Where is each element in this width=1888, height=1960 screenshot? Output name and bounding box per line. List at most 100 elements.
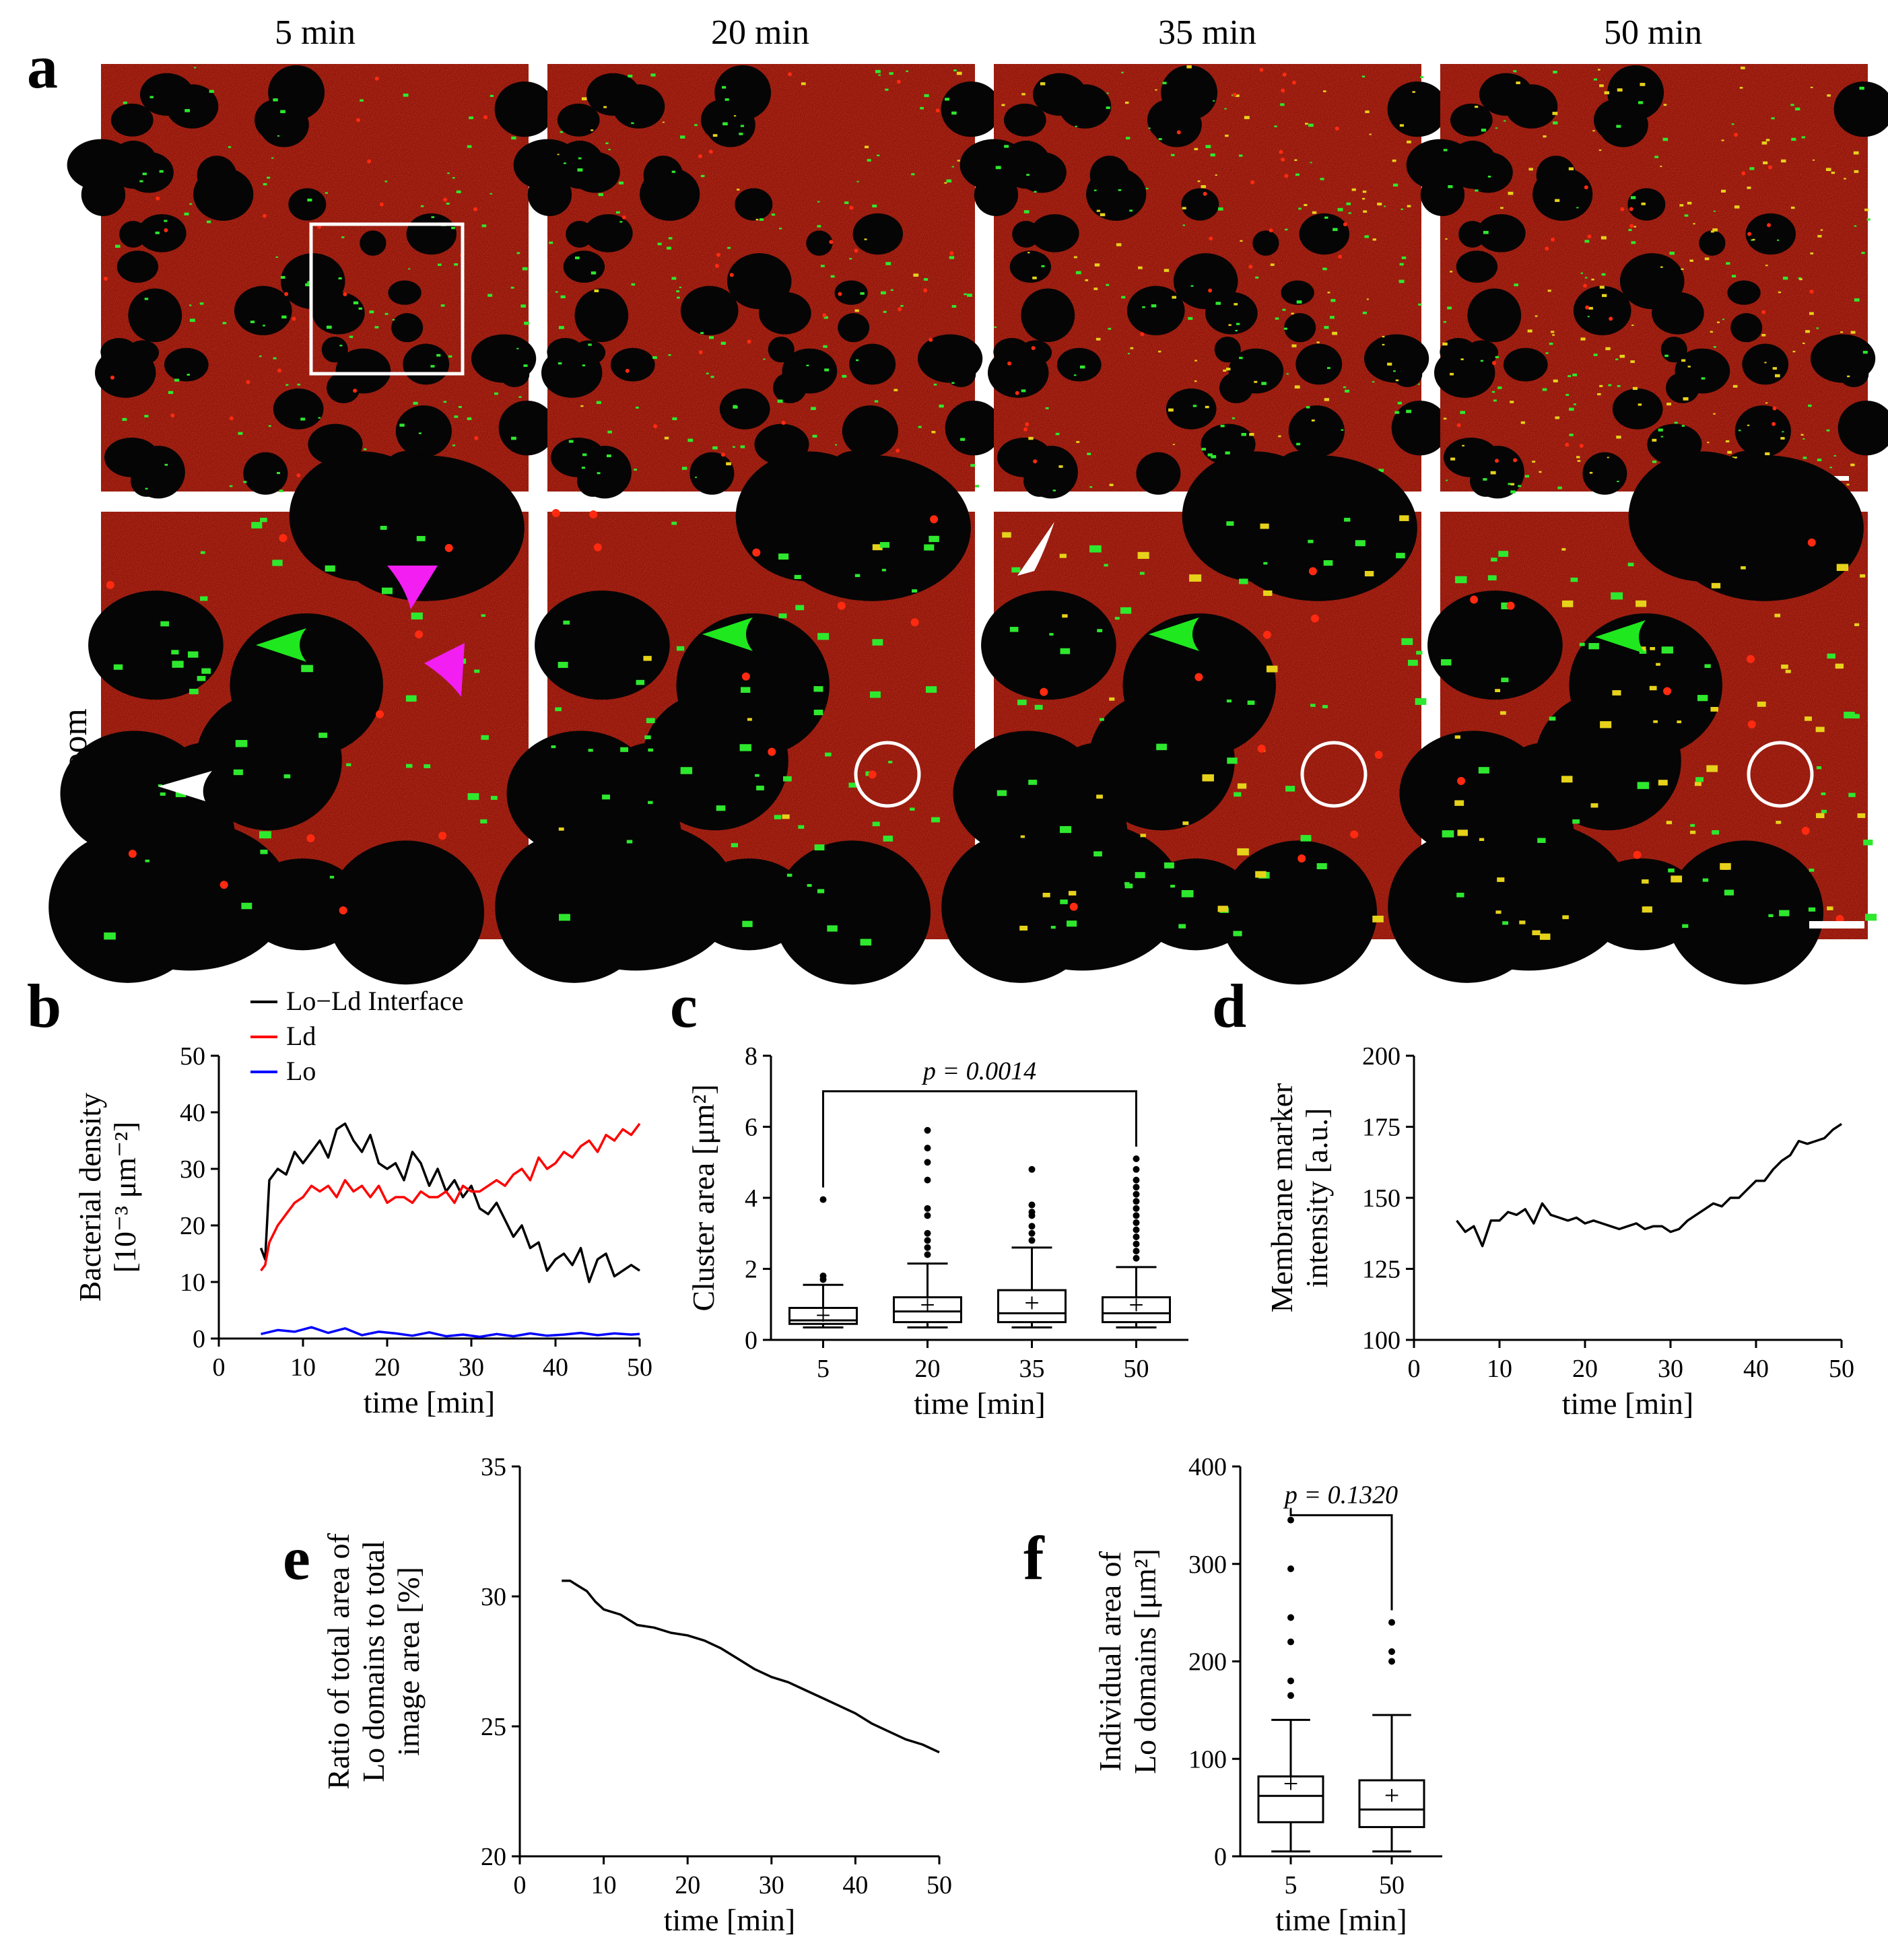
- bacterium: [681, 467, 687, 470]
- bacterium: [726, 462, 731, 466]
- bacterium: [733, 115, 737, 117]
- bacterium: [700, 332, 704, 335]
- bacterium: [1604, 91, 1610, 95]
- bacterium: [1073, 374, 1077, 376]
- marker-spot: [1291, 80, 1296, 85]
- bacterium: [1539, 471, 1542, 473]
- bacterium: [1079, 365, 1085, 369]
- bacterium: [1274, 125, 1277, 127]
- outlier-point: [1133, 1234, 1140, 1241]
- x-tick-label: 20: [374, 1353, 400, 1382]
- bacterium: [733, 446, 735, 448]
- x-tick-label: 5: [817, 1355, 830, 1383]
- bacterium: [881, 291, 886, 295]
- marker-spot: [229, 416, 234, 421]
- bacterium: [1561, 776, 1573, 783]
- bacterium: [720, 341, 726, 345]
- bacterium: [193, 67, 197, 69]
- outlier-point: [1287, 1677, 1294, 1685]
- bacterium: [1255, 276, 1259, 279]
- bacterium: [1416, 650, 1423, 655]
- x-tick-label: 10: [290, 1353, 316, 1382]
- bacterium: [1186, 65, 1192, 69]
- bacterium: [1028, 436, 1034, 440]
- bacterium: [1782, 431, 1784, 433]
- bacterium: [1104, 564, 1108, 567]
- bacterium: [1549, 716, 1556, 721]
- bacterium: [1800, 434, 1804, 436]
- bacterium: [1032, 276, 1037, 279]
- bacterium: [1227, 757, 1238, 764]
- bacterium: [1240, 240, 1243, 242]
- marker-spot: [1565, 442, 1570, 447]
- lo-domain: [1440, 338, 1477, 366]
- bacterium: [1382, 343, 1385, 346]
- marker-spot: [279, 534, 288, 543]
- bacterium: [676, 290, 680, 293]
- lo-domain: [1126, 285, 1185, 335]
- bacterium: [1125, 137, 1131, 140]
- bacterium: [1457, 830, 1468, 836]
- outlier-point: [1388, 1658, 1395, 1665]
- bacterium: [856, 359, 859, 362]
- bacterium: [229, 485, 233, 487]
- x-axis-label: time [min]: [914, 1386, 1045, 1421]
- marker-spot: [353, 388, 358, 393]
- bacterium: [657, 242, 662, 246]
- bacterium: [1761, 141, 1767, 145]
- bacterium: [524, 321, 529, 325]
- bacterium: [1765, 452, 1770, 456]
- y-tick-label: 300: [1188, 1551, 1227, 1579]
- bacterium: [1237, 783, 1247, 789]
- bacterium: [1304, 204, 1308, 207]
- marker-spot: [1629, 207, 1633, 211]
- bacterium: [281, 315, 287, 318]
- micrograph: [1406, 64, 1888, 499]
- bacterium: [1158, 350, 1161, 353]
- bacterium: [1831, 172, 1835, 174]
- bacterium: [806, 364, 809, 366]
- bacterium: [1323, 560, 1333, 566]
- bacterium: [860, 939, 872, 946]
- bacterium: [794, 574, 801, 580]
- marker-spot: [838, 292, 842, 296]
- bacterium: [563, 620, 570, 625]
- bacterium: [1721, 139, 1724, 141]
- bacterium: [1551, 331, 1555, 333]
- bacterium: [438, 263, 442, 266]
- y-tick-label: 400: [1188, 1453, 1227, 1481]
- bacterium: [1233, 931, 1242, 937]
- marker-spot: [443, 197, 448, 202]
- bacterium: [944, 182, 947, 184]
- bacterium: [605, 142, 609, 145]
- lo-domain: [391, 313, 424, 343]
- bacterium: [1854, 170, 1859, 173]
- bacterium: [164, 463, 168, 466]
- lo-domain: [1838, 400, 1888, 456]
- bacterium: [945, 98, 950, 101]
- bacterium: [454, 415, 459, 418]
- bacterium: [970, 464, 976, 467]
- series-line: [259, 1122, 640, 1283]
- bacterium: [363, 448, 367, 450]
- bacterium: [1109, 697, 1115, 701]
- bacterium: [1584, 277, 1588, 279]
- marker-spot: [1609, 316, 1613, 321]
- micrograph: [67, 64, 556, 499]
- bacterium: [1859, 86, 1864, 90]
- bacterium: [1853, 151, 1859, 155]
- marker-spot: [1495, 459, 1499, 463]
- bacterium: [1201, 185, 1206, 189]
- bacterium: [1306, 406, 1310, 409]
- bacterium: [1669, 251, 1675, 255]
- bacterium: [1363, 210, 1368, 213]
- bacterium: [1182, 207, 1186, 209]
- lo-domain: [1136, 452, 1181, 495]
- bacterium: [1197, 180, 1201, 182]
- scale-bar: [1809, 921, 1864, 928]
- lo-domain: [852, 213, 904, 255]
- lo-domain: [1619, 253, 1685, 310]
- lo-domain: [1023, 465, 1056, 497]
- x-tick-label: 40: [543, 1353, 568, 1382]
- bacterium: [1194, 147, 1199, 151]
